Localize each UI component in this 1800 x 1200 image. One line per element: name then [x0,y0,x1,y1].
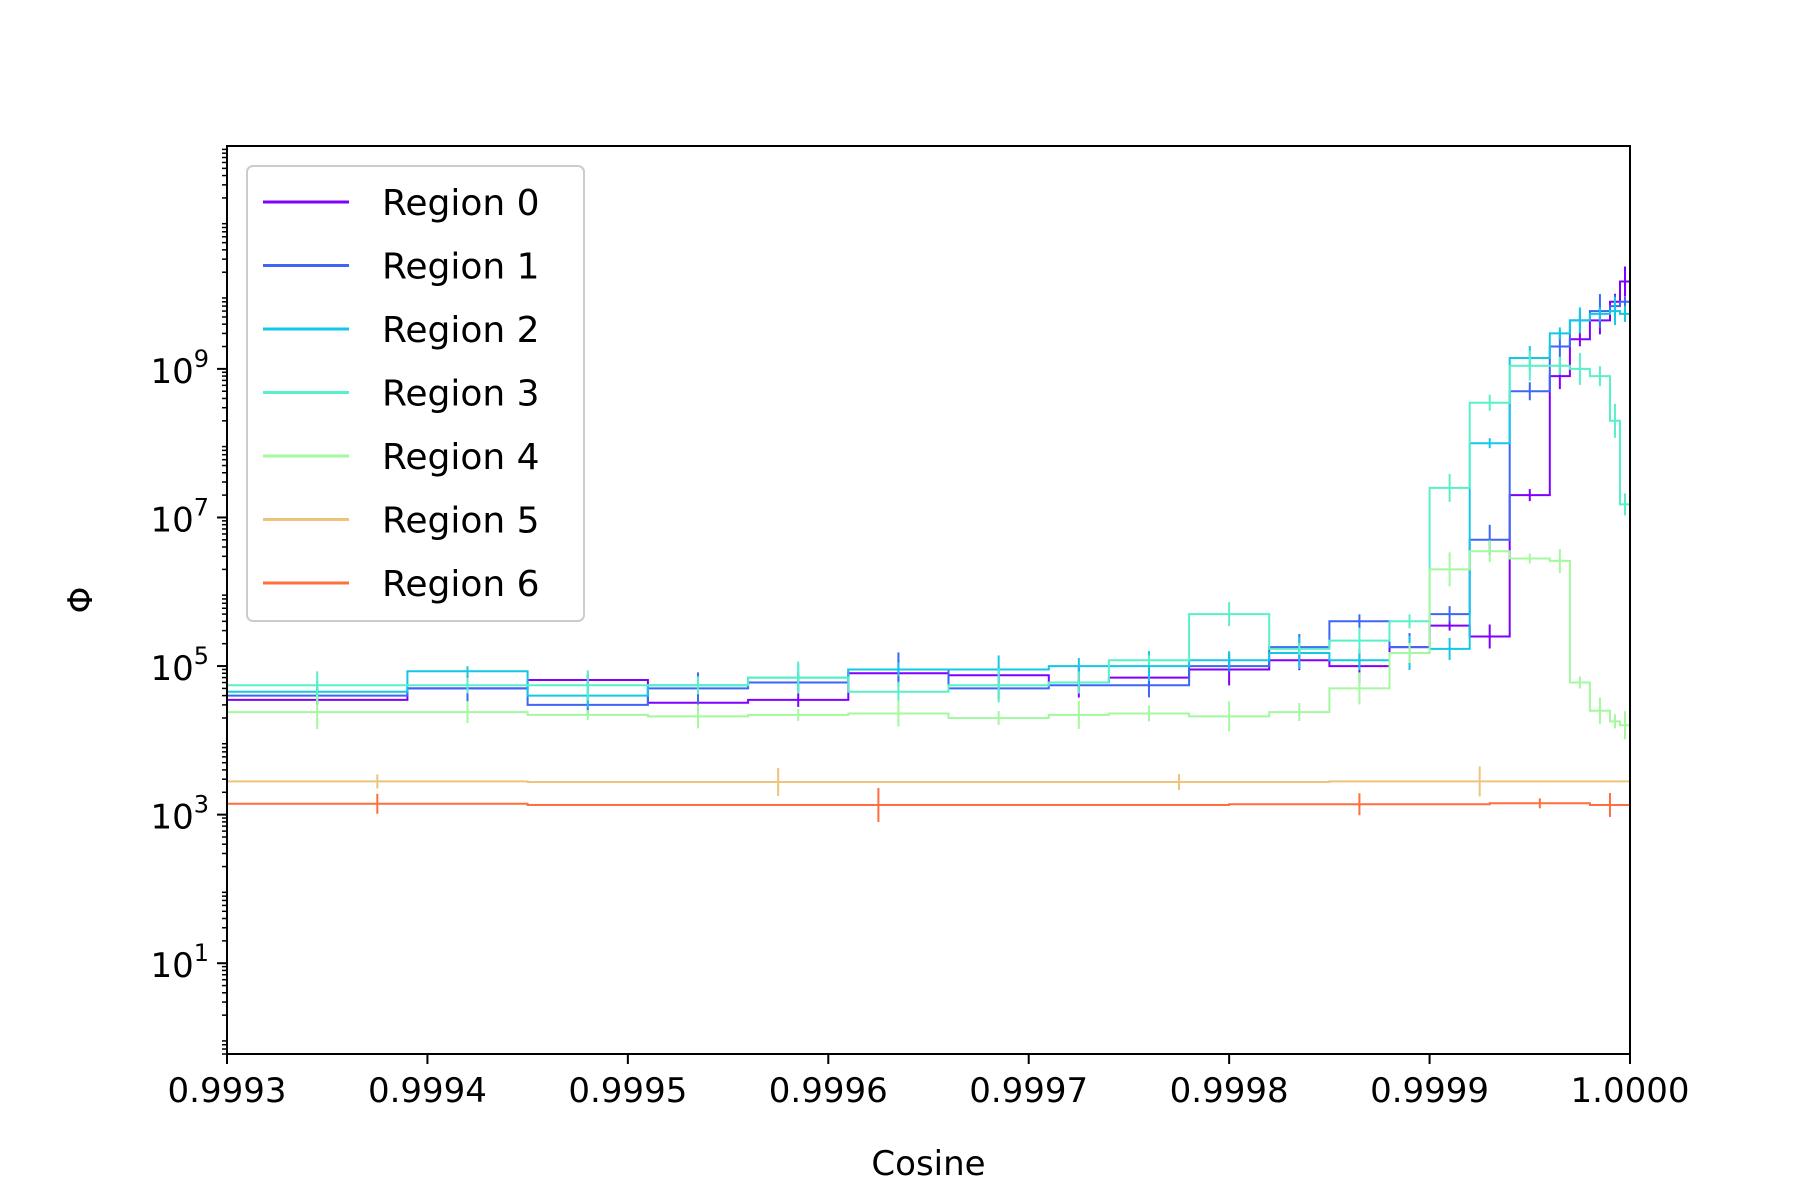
y-tick-exponent: 9 [194,345,209,373]
x-tick-label: 0.9993 [168,1071,287,1111]
legend-label-0: Region 0 [382,183,540,224]
x-tick-label: 0.9999 [1370,1071,1489,1111]
y-tick-base: 10 [150,649,193,689]
series-line-4 [227,550,1630,727]
x-axis: 0.9993 0.9994 0.9995 0.9996 0.9997 0.9998 0.99… [168,1054,1690,1111]
legend-label-5: Region 5 [382,501,540,542]
y-tick-exponent: 3 [194,791,209,819]
series-6 [227,787,1630,822]
legend-box [246,165,585,622]
x-tick-label: 0.9996 [769,1071,888,1111]
legend-label-2: Region 2 [382,310,540,351]
series-line-5 [227,780,1630,783]
y-tick-exponent: 1 [194,939,209,967]
y-axis-label: Φ [61,587,101,614]
y-tick-label: 107 [150,493,209,540]
y-tick-label: 105 [150,642,209,689]
legend-label-6: Region 6 [382,564,540,605]
y-tick-base: 10 [150,500,193,540]
legend: Region 0 Region 1 Region 2 Region 3 Region 4… [246,165,585,622]
y-tick-exponent: 7 [194,493,209,521]
series-3 [227,350,1630,703]
x-tick-label: 0.9998 [1170,1071,1289,1111]
y-tick-label: 103 [150,791,209,838]
y-tick-exponent: 5 [194,642,209,670]
legend-label-3: Region 3 [382,374,540,415]
plot-frame [226,145,1631,1055]
y-tick-label: 101 [150,939,209,986]
legend-label-4: Region 4 [382,437,540,478]
series-5 [227,766,1630,797]
x-tick-label: 0.9994 [368,1071,487,1111]
x-tick-label: 0.9997 [969,1071,1088,1111]
x-tick-label: 1.0000 [1571,1071,1690,1111]
y-tick-base: 10 [150,352,193,392]
y-tick-base: 10 [150,798,193,838]
legend-label-1: Region 1 [382,247,540,288]
y-tick-base: 10 [150,946,193,986]
series-layer [227,266,1630,822]
series-line-3 [227,364,1630,693]
series-4 [227,540,1630,740]
x-axis-label: Cosine [871,1144,985,1184]
y-tick-label: 109 [150,345,209,392]
x-tick-label: 0.9995 [568,1071,687,1111]
